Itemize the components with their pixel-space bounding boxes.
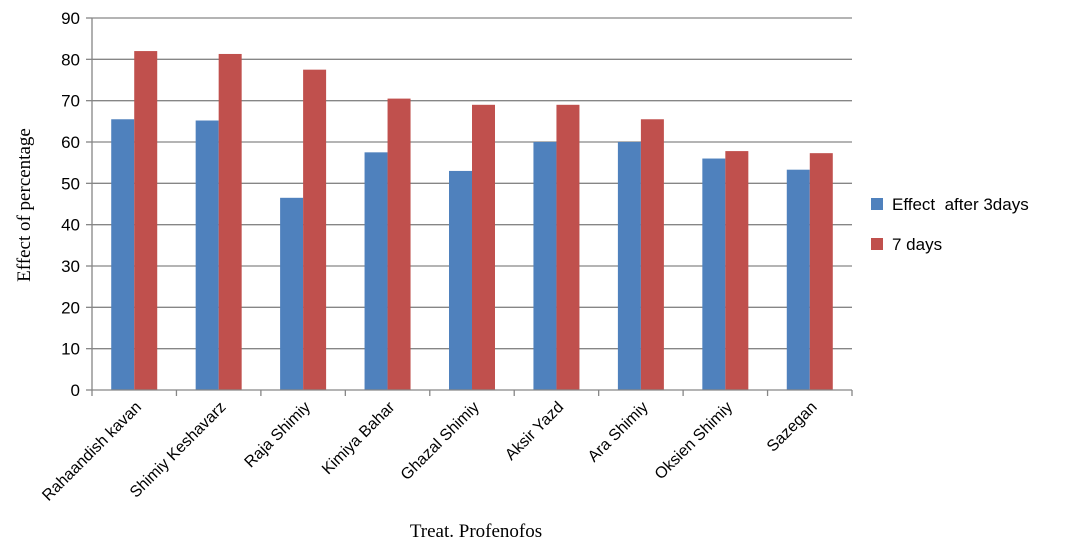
bar-series-1 [533, 142, 557, 390]
x-tick-label: Ghazal Shimiy [398, 399, 483, 484]
bar-series-2 [303, 69, 327, 391]
axes [91, 18, 853, 396]
legend-label: 7 days [892, 235, 942, 254]
bar-series-2 [472, 104, 495, 391]
x-tick-label: Aksir Yazd [502, 399, 567, 464]
bar-series-2 [725, 151, 749, 390]
bar-series-1 [617, 142, 641, 390]
y-tick-label: 30 [61, 257, 80, 276]
x-axis-title: Treat. Profenofos [410, 521, 542, 542]
y-tick-label: 80 [61, 50, 80, 69]
y-tick-label: 0 [71, 381, 80, 400]
bars [111, 51, 833, 391]
x-tick-label: Kimiya Bahar [319, 398, 399, 478]
bar-series-2 [556, 104, 580, 391]
legend-swatch [871, 238, 883, 250]
x-tick-label: Shimiy Keshavarz [127, 399, 230, 502]
y-tick-label: 60 [61, 133, 80, 152]
bar-series-1 [280, 197, 304, 390]
bar-series-2 [640, 119, 664, 391]
bar-series-1 [111, 119, 135, 391]
bar-series-1 [786, 169, 810, 390]
y-axis-title: Effect of percentage [14, 128, 35, 282]
legend-label: Effect after 3days [892, 195, 1029, 214]
y-axis-ticks: 0 10 20 30 40 50 60 70 80 90 [61, 9, 80, 400]
y-tick-label: 20 [61, 298, 80, 317]
x-tick-label: Sazegan [764, 399, 821, 456]
bar-series-1 [449, 170, 472, 390]
bar-series-2 [134, 51, 158, 391]
bar-series-1 [364, 152, 388, 390]
bar-series-2 [387, 98, 411, 390]
legend-swatch [871, 198, 883, 210]
y-tick-label: 40 [61, 216, 80, 235]
bar-series-2 [218, 53, 242, 391]
bar-series-2 [809, 153, 833, 390]
legend: Effect after 3days 7 days [871, 195, 1029, 254]
x-tick-label: Ara Shimiy [585, 399, 652, 466]
x-tick-label: Oksien Shimiy [652, 399, 736, 483]
bar-series-1 [195, 120, 219, 391]
y-tick-label: 10 [61, 340, 80, 359]
y-tick-label: 90 [61, 9, 80, 28]
y-tick-label: 70 [61, 92, 80, 111]
y-tick-label: 50 [61, 174, 80, 193]
bar-series-1 [702, 158, 726, 390]
x-tick-label: Raja Shimiy [242, 399, 314, 471]
